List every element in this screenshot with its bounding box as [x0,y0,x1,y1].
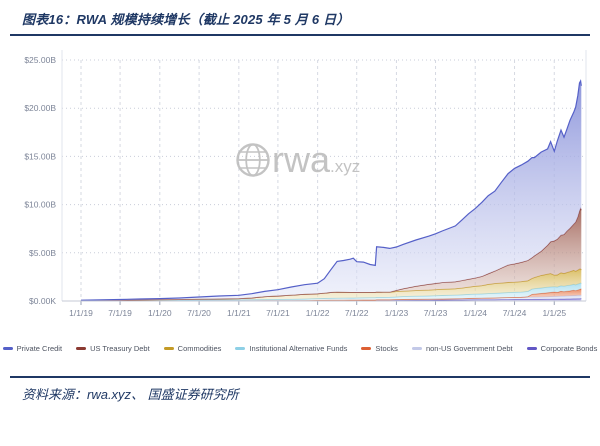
legend-item-non-us-government-debt: non-US Government Debt [411,343,513,353]
legend-marker [411,346,422,350]
y-tick-label: $10.00B [24,200,56,210]
legend-label: non-US Government Debt [425,343,513,353]
globe-icon [236,143,270,177]
line-private-credit [80,79,582,301]
y-tick-label: $15.00B [24,151,56,161]
watermark-suffix: .xyz [330,157,360,176]
legend-label: Commodities [177,343,222,353]
stacked-area-chart: rwa.xyz $25.00B $20.00B $15.00B $10.00B $5.0… [24,50,587,318]
y-tick-label: $20.00B [24,103,56,113]
x-tick-label: 7/1/21 [266,308,290,318]
header-divider [10,34,590,36]
y-tick-label: $25.00B [24,55,56,65]
x-tick-label: 1/1/24 [463,308,487,318]
legend-marker [76,346,87,350]
x-tick-label: 1/1/21 [227,308,251,318]
legend-item-stocks: Stocks [361,344,398,353]
area-corporate-bonds [81,298,582,301]
legend-label: Corporate Bonds [540,343,598,353]
area-non-us-government-debt [81,295,582,301]
figure-header: 图表16：RWA 规模持续增长（截止 2025 年 5 月 6 日） [0,0,600,32]
axes: $25.00B $20.00B $15.00B $10.00B $5.00B $0.00K… [24,50,587,318]
legend-marker [526,346,537,350]
x-tick-label: 7/1/20 [187,308,211,318]
x-tick-label: 1/1/25 [542,308,566,318]
source-note: 资料来源：rwa.xyz、 国盛证券研究所 [22,387,239,402]
y-tick-label: $5.00B [29,248,56,258]
footer-divider [10,376,590,378]
legend-marker [361,346,372,350]
rwa-xyz-watermark: rwa.xyz [236,139,360,180]
area-series [80,79,582,302]
legend-marker [2,346,13,350]
legend-item-corporate-bonds: Corporate Bonds [526,343,598,353]
x-tick-label: 1/1/19 [69,308,93,318]
area-institutional-alternative-funds [81,283,582,301]
watermark-text: rwa.xyz [272,139,360,180]
y-tick-label: $0.00K [29,296,56,306]
area-commodities [81,269,582,301]
chart-legend: Private Credit US Treasury Debt Commoditie… [0,340,600,356]
x-tick-label: 1/1/22 [306,308,330,318]
legend-item-us-treasury-debt: US Treasury Debt [76,344,150,353]
x-tick-label: 7/1/19 [108,308,132,318]
legend-label: US Treasury Debt [90,343,150,353]
legend-marker [235,346,246,350]
legend-label: Private Credit [16,343,63,353]
x-tick-label: 7/1/22 [345,308,369,318]
x-tick-label: 7/1/24 [503,308,527,318]
legend-item-private-credit: Private Credit [2,343,63,353]
x-tick-label: 1/1/23 [385,308,409,318]
x-tick-label: 7/1/23 [424,308,448,318]
area-private-credit [81,81,582,301]
chart-area: rwa.xyz $25.00B $20.00B $15.00B $10.00B $5.0… [0,38,600,356]
legend-label: Stocks [375,343,398,353]
legend-marker [163,346,174,350]
legend-label: Institutional Alternative Funds [249,343,348,353]
legend-item-commodities: Commodities [163,343,222,353]
figure-footer: 资料来源：rwa.xyz、 国盛证券研究所 [0,376,600,403]
legend-item-institutional-alternative-funds: Institutional Alternative Funds [235,344,347,353]
x-tick-label: 1/1/20 [148,308,172,318]
figure-title: 图表16：RWA 规模持续增长（截止 2025 年 5 月 6 日） [22,12,350,27]
